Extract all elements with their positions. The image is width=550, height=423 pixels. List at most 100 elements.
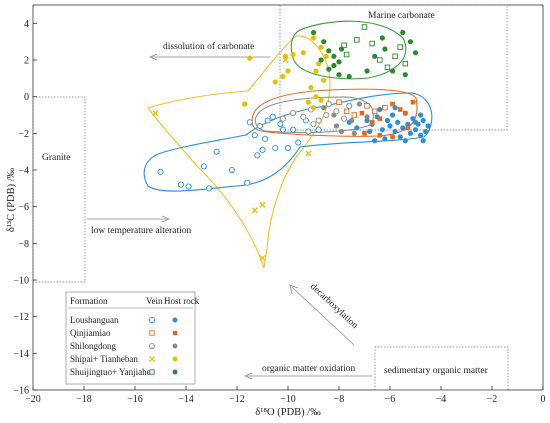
- loushanguan-host-point: [402, 138, 408, 144]
- loushanguan-vein-point: [264, 117, 271, 124]
- x-tick-label: −4: [436, 394, 447, 405]
- qinjiamiao-host-point: [403, 110, 408, 116]
- shuijingtuo-yanjiahe-vein-point: [354, 37, 360, 43]
- shilongdong-host-point: [364, 114, 370, 120]
- shipai-tianheban-host-point: [323, 53, 329, 59]
- shuijingtuo-yanjiahe-vein-point: [343, 51, 350, 58]
- shipai-tianheban-vein-point: [259, 254, 266, 262]
- loushanguan-host-point: [377, 106, 383, 113]
- shipai-tianheban-host-point: [308, 84, 314, 91]
- dissolution-label: dissolution of carbonate: [163, 41, 254, 52]
- shipai-tianheban-host-point: [305, 99, 311, 105]
- shuijingtuo-yanjiahe-host-point: [338, 46, 345, 52]
- loushanguan-host-point: [379, 127, 385, 133]
- y-tick-label: 4: [24, 19, 29, 30]
- sedimentary-organic-matter-label: sedimentary organic matter: [384, 366, 489, 376]
- y-axis: 4 2 0 −2 −4 −6 −8 −10 −12 −14 −16: [13, 19, 37, 397]
- shuijingtuo-yanjiahe-vein-point: [392, 53, 398, 60]
- loushanguan-vein-point: [305, 128, 312, 135]
- shipai-tianheban-host-point: [272, 79, 278, 85]
- x-tick-label: −8: [334, 394, 345, 405]
- y-tick-label: −10: [13, 276, 29, 287]
- y-axis-title: δ¹³C (PDB) /‰: [6, 167, 17, 232]
- loushanguan-host-point: [407, 130, 413, 136]
- loushanguan-vein-point: [157, 168, 164, 175]
- legend-host-marker: [172, 356, 178, 362]
- decarboxylation-arrowhead: [289, 284, 299, 295]
- legend-vein-marker: [149, 330, 155, 336]
- loushanguan-vein-point: [259, 146, 266, 153]
- loushanguan-vein-point: [228, 166, 235, 174]
- legend-header-host: Host rock: [164, 296, 200, 306]
- legend-entry-label: Shuijingtuo+ Yanjiahe: [70, 367, 151, 377]
- loushanguan-host-point: [400, 125, 406, 131]
- shuijingtuo-yanjiahe-host-point: [379, 35, 385, 41]
- legend-host-marker: [172, 317, 178, 323]
- loushanguan-host-point: [387, 123, 393, 129]
- shipai-tianheban-envelope: [147, 35, 331, 269]
- legend-host-marker: [172, 330, 178, 336]
- loushanguan-host-point: [397, 134, 403, 140]
- data-points: [152, 24, 431, 262]
- qinjiamiao-vein-point: [371, 108, 378, 115]
- shipai-tianheban-host-point: [300, 50, 306, 56]
- shuijingtuo-yanjiahe-vein-point: [384, 64, 391, 71]
- loushanguan-host-point: [412, 127, 419, 133]
- shuijingtuo-yanjiahe-vein-point: [369, 40, 375, 47]
- loushanguan-vein-point: [200, 163, 207, 170]
- shilongdong-vein-point: [279, 115, 286, 122]
- legend-entry-label: Shipai+ Tianheban: [70, 354, 138, 364]
- qinjiamiao-vein-point: [351, 112, 358, 118]
- y-tick-label: −16: [13, 386, 29, 397]
- shipai-tianheban-host-point: [247, 55, 253, 61]
- loushanguan-host-point: [354, 125, 360, 131]
- y-tick-label: −4: [18, 166, 29, 177]
- loushanguan-host-point: [412, 119, 419, 125]
- shuijingtuo-yanjiahe-vein-point: [397, 44, 403, 50]
- shuijingtuo-yanjiahe-host-point: [400, 29, 406, 36]
- loushanguan-vein-point: [315, 126, 322, 133]
- qinjiamiao-host-point: [369, 120, 375, 125]
- y-tick-label: −12: [13, 312, 29, 323]
- loushanguan-host-point: [384, 117, 391, 124]
- shipai-tianheban-host-point: [242, 101, 248, 107]
- x-tick-label: −6: [385, 394, 396, 405]
- shilongdong-vein-point: [346, 102, 353, 109]
- loushanguan-vein-point: [185, 183, 192, 190]
- shuijingtuo-yanjiahe-host-point: [402, 72, 408, 78]
- shipai-tianheban-vein-point: [259, 201, 266, 208]
- legend-rows: Loushanguan Qinjiamiao Shilongdong Shipai+ …: [70, 315, 178, 377]
- y-tick-label: −14: [13, 349, 29, 360]
- x-tick-label: −20: [25, 394, 41, 405]
- dissolution-arrowhead: [148, 53, 158, 61]
- loushanguan-vein-point: [254, 152, 261, 159]
- x-tick-label: −16: [127, 394, 143, 405]
- loushanguan-vein-point: [284, 144, 292, 152]
- legend-header-formation: Formation: [70, 296, 108, 306]
- loushanguan-host-point: [364, 117, 370, 124]
- y-tick-label: −6: [18, 202, 29, 213]
- shilongdong-host-point: [356, 101, 362, 107]
- loushanguan-vein-point: [269, 113, 276, 120]
- shuijingtuo-yanjiahe-host-point: [407, 39, 413, 45]
- shilongdong-host-point: [321, 105, 327, 111]
- loushanguan-vein-point: [261, 135, 269, 142]
- loushanguan-vein-point: [295, 139, 302, 146]
- shilongdong-host-point: [349, 117, 355, 124]
- shilongdong-vein-point: [341, 115, 348, 122]
- shipai-tianheban-host-point: [310, 35, 317, 41]
- loushanguan-host-point: [418, 132, 424, 138]
- granite-region: [32, 96, 86, 283]
- qinjiamiao-host-point: [377, 132, 383, 138]
- low-temp-alteration-arrowhead: [161, 215, 171, 223]
- legend-entry-label: Qinjiamiao: [70, 328, 111, 338]
- legend-entry-label: Shilongdong: [70, 341, 117, 351]
- qinjiamiao-host-point: [359, 110, 365, 116]
- qinjiamiao-vein-point: [336, 99, 342, 105]
- shuijingtuo-yanjiahe-host-point: [318, 57, 324, 63]
- loushanguan-vein-point: [256, 122, 264, 130]
- decarboxylation-arrow-line: [291, 286, 355, 346]
- loushanguan-vein-point: [205, 185, 212, 192]
- qinjiamiao-vein-point: [382, 104, 388, 111]
